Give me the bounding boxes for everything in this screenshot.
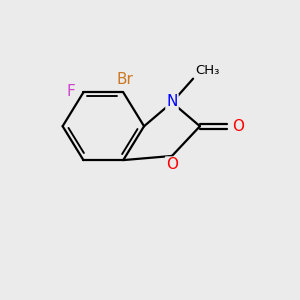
Text: O: O <box>232 119 244 134</box>
Text: Br: Br <box>116 72 133 87</box>
Text: CH₃: CH₃ <box>195 64 220 76</box>
Text: F: F <box>67 84 75 99</box>
Text: O: O <box>166 158 178 172</box>
Text: N: N <box>166 94 178 110</box>
